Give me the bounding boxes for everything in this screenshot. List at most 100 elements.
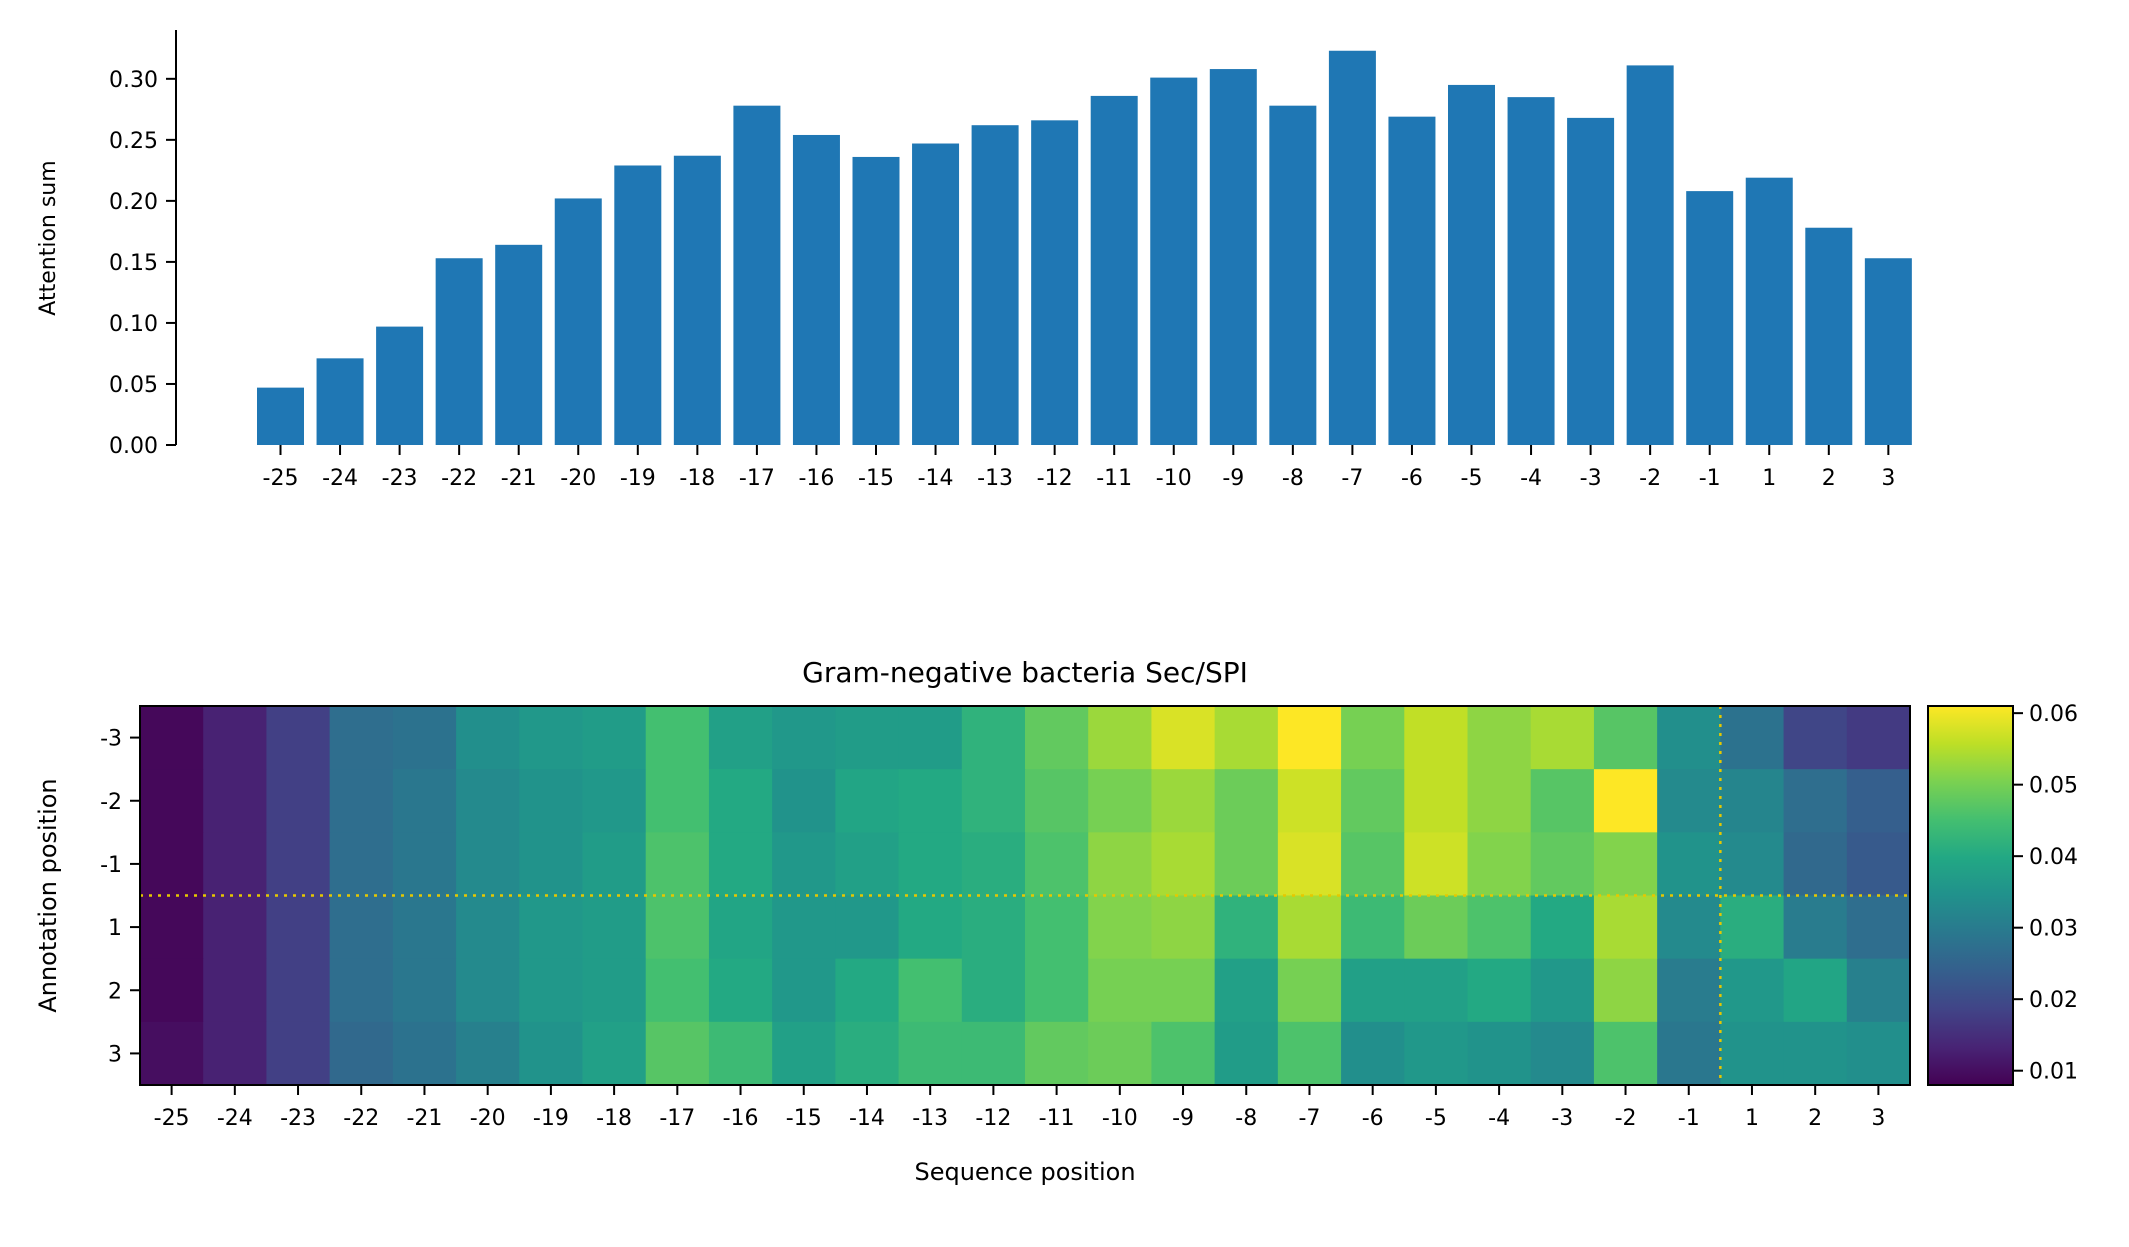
bar-x-tick-label: -17: [739, 466, 775, 491]
bar--4: [1507, 97, 1555, 445]
heatmap-cell: [1467, 895, 1532, 960]
heatmap-cell: [1277, 958, 1342, 1023]
heatmap-cell: [1467, 1021, 1532, 1086]
heatmap-cell: [1404, 832, 1469, 897]
bar--7: [1328, 50, 1376, 445]
heatmap-cell: [1404, 895, 1469, 960]
heatmap-cell: [519, 958, 584, 1023]
heatmap-x-tick-label: -2: [1615, 1106, 1637, 1131]
heatmap-x-tick-label: -21: [406, 1106, 442, 1131]
bar-x-tick-label: -25: [263, 466, 299, 491]
colorbar-tick-label: 0.02: [2029, 988, 2078, 1013]
bar--1: [1686, 191, 1734, 445]
heatmap-cell: [835, 958, 900, 1023]
heatmap-x-tick-label: -24: [217, 1106, 253, 1131]
colorbar-ticks: 0.01 0.02 0.03 0.04 0.05 0.06: [2013, 702, 2078, 1085]
heatmap-cell: [1025, 1021, 1089, 1086]
heatmap-title: Gram-negative bacteria Sec/SPI: [802, 656, 1248, 689]
heatmap-cell: [1277, 895, 1342, 960]
bar-3: [1864, 258, 1912, 445]
heatmap-x-tick-label: 2: [1808, 1106, 1822, 1131]
bar--2: [1626, 65, 1674, 445]
heatmap-cell: [1593, 1021, 1658, 1086]
bar--11: [1090, 95, 1138, 445]
bar-x-tick-label: -20: [560, 466, 596, 491]
heatmap-cell: [1404, 1021, 1469, 1086]
heatmap-cell: [203, 706, 268, 770]
heatmap-cell: [1846, 706, 1911, 770]
heatmap-x-tick-label: -10: [1102, 1106, 1138, 1131]
bar-2: [1805, 227, 1853, 445]
heatmap-x-tick-label: -6: [1362, 1106, 1384, 1131]
heatmap-cell: [1151, 769, 1216, 833]
heatmap-cell: [1720, 1021, 1785, 1086]
heatmap-cell: [1088, 895, 1153, 960]
heatmap-cell: [1720, 895, 1785, 960]
heatmap-cell: [203, 832, 268, 897]
bar--20: [554, 198, 602, 445]
heatmap-cell: [140, 769, 204, 833]
bar-x-tick-label: -1: [1699, 466, 1721, 491]
heatmap-cell: [1151, 1021, 1216, 1086]
heatmap-x-tick-label: -16: [723, 1106, 759, 1131]
heatmap-cell: [1404, 958, 1469, 1023]
heatmap-marker-lines: [140, 706, 1910, 1085]
heatmap-cell: [772, 895, 836, 960]
bar-y-tick-label: 0.05: [109, 373, 158, 398]
heatmap-cell: [266, 832, 331, 897]
heatmap-cell: [1025, 958, 1089, 1023]
heatmap-cell: [203, 958, 268, 1023]
heatmap-cell: [329, 706, 394, 770]
bar--21: [495, 244, 543, 445]
bar-x-tick-label: -14: [918, 466, 954, 491]
heatmap-cell: [1341, 895, 1405, 960]
heatmap-x-tick-label: -18: [596, 1106, 632, 1131]
heatmap-cell: [645, 958, 710, 1023]
heatmap-cell: [1657, 895, 1721, 960]
heatmap-cell: [1277, 769, 1342, 833]
bar--17: [733, 105, 781, 446]
bar--25: [257, 387, 304, 445]
bar-chart: 0.000.050.100.150.200.250.30 -25 -24 -23 -2…: [36, 30, 1912, 491]
heatmap-cell: [1657, 706, 1721, 770]
heatmap-cell: [708, 769, 773, 833]
bar-x-tick-label: -3: [1580, 466, 1602, 491]
heatmap-cell: [1657, 769, 1721, 833]
bar-x-tick-label: -22: [441, 466, 477, 491]
bar-y-axis-label: Attention sum: [36, 160, 61, 315]
bar-y-tick-label: 0.20: [109, 190, 158, 215]
bar--15: [852, 156, 900, 446]
colorbar-tick-label: 0.05: [2029, 774, 2078, 799]
heatmap-cell: [708, 832, 773, 897]
heatmap-y-tick-label: 1: [108, 916, 122, 941]
heatmap-cell: [519, 832, 584, 897]
bar-x-tick-label: 3: [1881, 466, 1895, 491]
heatmap-cell: [1783, 769, 1848, 833]
bar-x-tick-label: -6: [1401, 466, 1423, 491]
heatmap-cell: [772, 832, 836, 897]
heatmap-x-tick-label: -20: [470, 1106, 506, 1131]
bar--24: [316, 358, 364, 445]
bar-x-tick-label: -12: [1037, 466, 1073, 491]
heatmap-cell: [1277, 1021, 1342, 1086]
heatmap-cell: [1657, 832, 1721, 897]
bar-x-tick-label: -9: [1222, 466, 1244, 491]
heatmap-cell: [329, 769, 394, 833]
heatmap-cell: [1341, 958, 1405, 1023]
heatmap-cell: [329, 895, 394, 960]
heatmap-x-tick-label: -7: [1298, 1106, 1320, 1131]
heatmap-cell: [1277, 832, 1342, 897]
bar-x-tick-label: -8: [1282, 466, 1304, 491]
heatmap-cell: [835, 769, 900, 833]
bar-x-tick-label: -11: [1096, 466, 1132, 491]
heatmap-cell: [961, 706, 1026, 770]
heatmap-cell: [1151, 832, 1216, 897]
heatmap-cell: [392, 1021, 457, 1086]
bar-x-tick-label: -5: [1461, 466, 1483, 491]
bar-x-tick-label: 1: [1762, 466, 1776, 491]
heatmap-cell: [140, 895, 204, 960]
bar-x-tick-label: -24: [322, 466, 358, 491]
heatmap-cell: [203, 769, 268, 833]
heatmap-y-tick-label: -1: [100, 853, 122, 878]
heatmap-cell: [582, 706, 647, 770]
